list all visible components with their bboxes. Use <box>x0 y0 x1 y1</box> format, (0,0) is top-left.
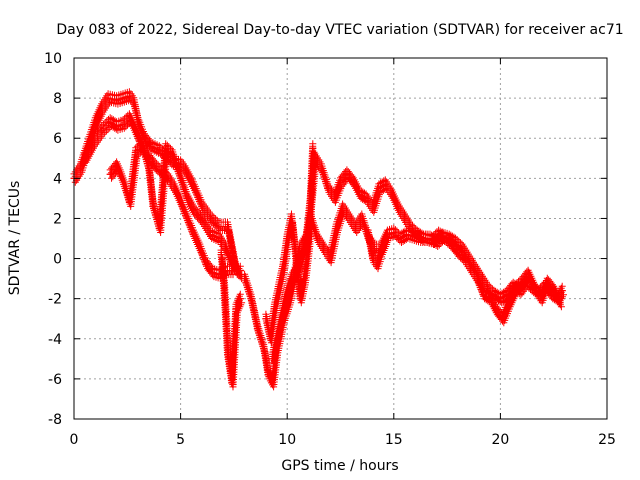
y-tick-label: 8 <box>53 91 62 107</box>
series-markers <box>262 140 318 347</box>
y-tick-label: 6 <box>53 131 62 147</box>
x-tick-label: 25 <box>598 432 616 448</box>
series-markers <box>364 226 391 273</box>
series-2 <box>81 110 237 283</box>
series-8 <box>364 226 391 273</box>
y-tick-label: 0 <box>53 252 62 268</box>
y-tick-label: 4 <box>53 171 62 187</box>
x-tick-label: 20 <box>491 432 509 448</box>
y-tick-label: -4 <box>48 332 62 348</box>
chart-title: Day 083 of 2022, Sidereal Day-to-day VTE… <box>56 22 623 38</box>
x-tick-label: 5 <box>176 432 185 448</box>
x-axis-label: GPS time / hours <box>281 458 398 474</box>
x-tick-label: 0 <box>70 432 79 448</box>
series-3 <box>106 138 246 283</box>
series-markers <box>217 246 246 391</box>
series-markers <box>81 110 237 283</box>
x-tick-label: 10 <box>278 432 296 448</box>
y-tick-label: -8 <box>48 412 62 428</box>
y-axis-label: SDTVAR / TECUs <box>7 181 23 296</box>
y-tick-label: 10 <box>44 51 62 67</box>
plot-frame <box>73 57 608 420</box>
data-layer <box>70 88 567 391</box>
y-tick-label: 2 <box>53 211 62 227</box>
y-tick-label: -2 <box>48 292 62 308</box>
series-4 <box>217 246 246 391</box>
series-6 <box>268 200 565 367</box>
series-markers <box>106 138 246 283</box>
y-tick-label: -6 <box>48 372 62 388</box>
series-7 <box>262 140 318 347</box>
x-tick-label: 15 <box>385 432 403 448</box>
axes: 0 5 10 15 20 25 -8 -6 -4 -2 0 2 4 6 8 10 <box>44 51 616 448</box>
